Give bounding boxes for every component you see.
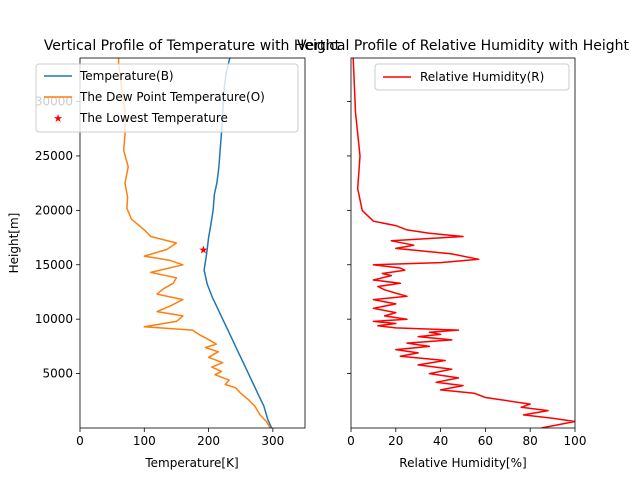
legend-label-lowest-temperature: The Lowest Temperature bbox=[79, 111, 228, 125]
humidity-plot-frame bbox=[350, 57, 576, 429]
temperature-x-axis-label: Temperature[K] bbox=[144, 456, 238, 470]
temperature-y-tick-label: 15000 bbox=[35, 258, 73, 272]
humidity-x-tick-label: 60 bbox=[478, 434, 493, 448]
the-dew-point-temperature-o-line bbox=[117, 58, 271, 428]
temperature-chart-title: Vertical Profile of Temperature with Hei… bbox=[44, 38, 341, 54]
temperature-legend-box bbox=[35, 63, 299, 133]
legend-marker-lowest-temperature: ★ bbox=[53, 112, 63, 125]
temperature-legend: Temperature(B) The Dew Point Temperature… bbox=[35, 63, 299, 133]
temperature-x-tick-label: 0 bbox=[76, 434, 84, 448]
humidity-legend-box bbox=[374, 63, 570, 91]
temperature-y-tick-label: 25000 bbox=[35, 149, 73, 163]
temperature-x-tick-label: 300 bbox=[261, 434, 284, 448]
humidity-legend: Relative Humidity(R) bbox=[374, 63, 570, 91]
humidity-x-tick-label: 20 bbox=[388, 434, 403, 448]
relative-humidity-r-line bbox=[352, 58, 575, 428]
temperature-plot-frame bbox=[79, 57, 306, 429]
humidity-x-tick-label: 40 bbox=[433, 434, 448, 448]
temperature-x-tick-label: 100 bbox=[133, 434, 156, 448]
legend-label-dew-point: The Dew Point Temperature(O) bbox=[79, 90, 265, 104]
humidity-x-tick-label: 80 bbox=[523, 434, 538, 448]
temperature-y-tick-label: 10000 bbox=[35, 312, 73, 326]
legend-label-temperature: Temperature(B) bbox=[79, 69, 174, 83]
temperature-y-axis-label: Height[m] bbox=[7, 213, 21, 274]
the-lowest-temperature-marker: ★ bbox=[198, 244, 208, 257]
humidity-x-axis-label: Relative Humidity[%] bbox=[399, 456, 526, 470]
temperature-y-tick-label: 5000 bbox=[42, 367, 73, 381]
temperature-y-tick-label: 20000 bbox=[35, 203, 73, 217]
humidity-x-tick-label: 0 bbox=[347, 434, 355, 448]
legend-label-relative-humidity: Relative Humidity(R) bbox=[420, 70, 544, 84]
humidity-x-tick-label: 100 bbox=[564, 434, 587, 448]
humidity-axes: 0 20 40 60 80 100 Vertical Profile of Relativ… bbox=[297, 38, 630, 470]
humidity-chart-title: Vertical Profile of Relative Humidity wi… bbox=[297, 38, 630, 54]
temperature-x-tick-label: 200 bbox=[197, 434, 220, 448]
